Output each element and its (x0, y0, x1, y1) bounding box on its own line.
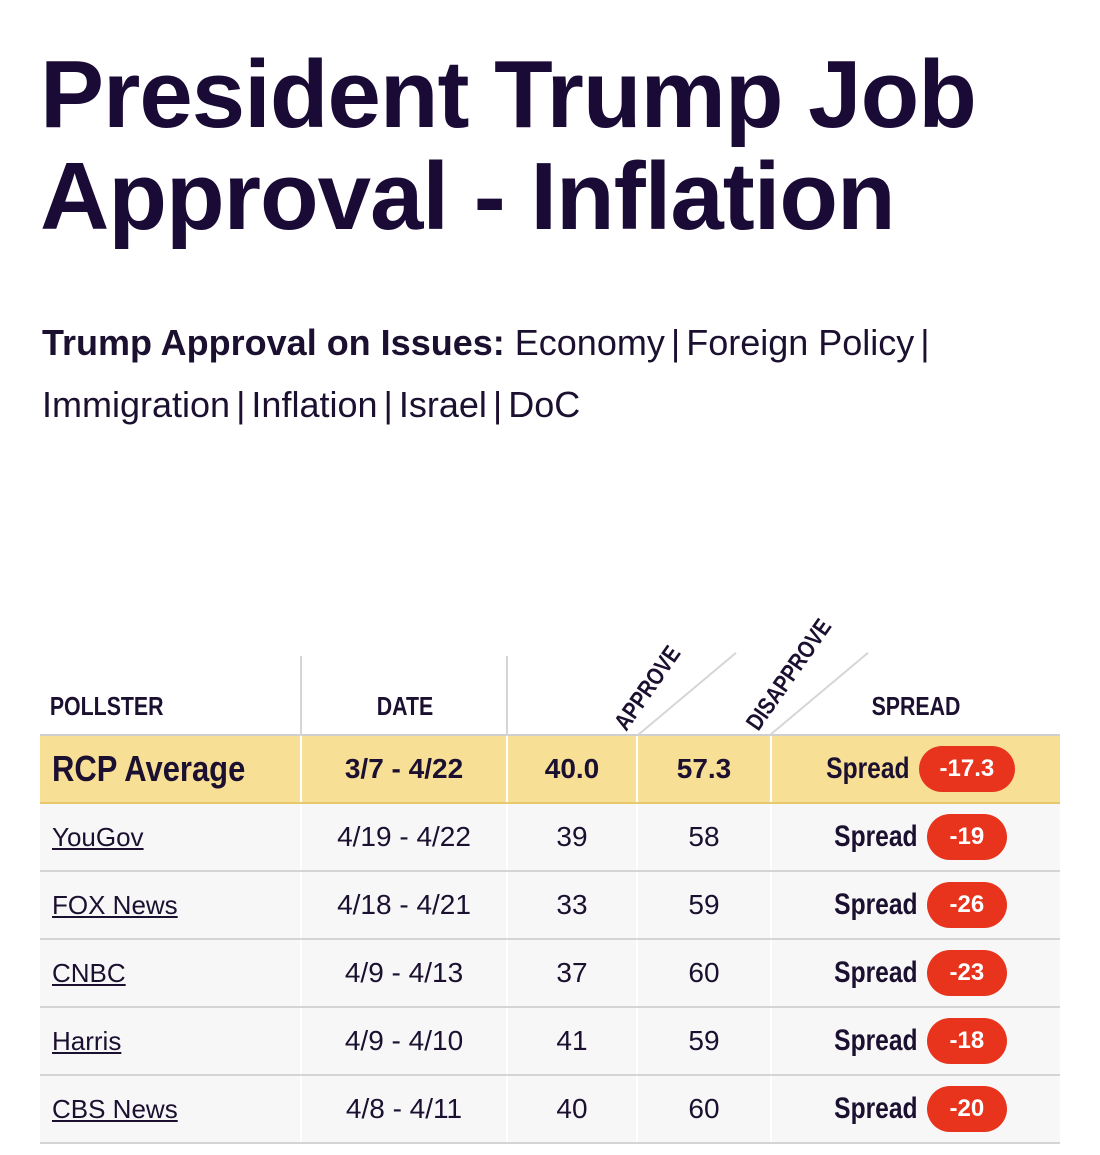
table-row: CBS News 4/8 - 4/11 40 60 Spread -20 (40, 1076, 1060, 1144)
spread-cell: Spread -19 (772, 804, 1060, 870)
spread-label: Spread (834, 956, 918, 989)
table-row: YouGov 4/19 - 4/22 39 58 Spread -19 (40, 804, 1060, 872)
disapprove-cell: 58 (638, 804, 772, 870)
pollster-link[interactable]: FOX News (52, 889, 178, 920)
approve-cell: 37 (508, 940, 638, 1006)
spread-label: Spread (834, 888, 918, 921)
issue-link-foreign-policy[interactable]: Foreign Policy (686, 322, 915, 363)
issue-link-doc[interactable]: DoC (508, 384, 581, 425)
spread-label: Spread (834, 820, 918, 853)
page-title: President Trump Job Approval - Inflation (40, 41, 977, 250)
pollster-link[interactable]: YouGov (52, 821, 144, 852)
header-spread: SPREAD (871, 691, 961, 721)
date-cell: 4/19 - 4/22 (302, 804, 508, 870)
issue-link-israel[interactable]: Israel (398, 384, 487, 425)
spread-badge: -17.3 (918, 746, 1015, 792)
approve-cell: 41 (508, 1008, 638, 1074)
header-pollster: POLLSTER (49, 691, 164, 721)
separator: | (383, 384, 393, 425)
header-date-cell: DATE (302, 600, 508, 736)
spread-badge: -26 (926, 882, 1007, 928)
pollster-cell: FOX News (40, 872, 302, 938)
spread-label: Spread (826, 752, 910, 785)
poll-table: POLLSTER DATE SPREAD APPROVE DISAPPROVE … (40, 600, 1060, 1155)
issues-nav: Trump Approval on Issues: Economy | Foreig… (42, 312, 1082, 436)
spread-label: Spread (834, 1024, 918, 1057)
table-header: POLLSTER DATE SPREAD APPROVE DISAPPROVE (40, 600, 1060, 736)
separator: | (670, 322, 681, 363)
date-cell: 4/9 - 4/13 (302, 940, 508, 1006)
approve-cell: 40 (508, 1076, 638, 1142)
average-row: RCP Average 3/7 - 4/22 40.0 57.3 Spread … (40, 736, 1060, 804)
pollster-cell: Harris (40, 1008, 302, 1074)
date-cell: 4/8 - 4/11 (302, 1076, 508, 1142)
average-pollster-cell: RCP Average (40, 736, 302, 802)
average-approve: 40.0 (508, 736, 638, 802)
spread-badge: -23 (926, 950, 1007, 996)
approve-cell: 39 (508, 804, 638, 870)
issue-link-immigration[interactable]: Immigration (42, 384, 231, 425)
header-date: DATE (376, 691, 434, 721)
disapprove-cell: 59 (638, 872, 772, 938)
issue-link-economy[interactable]: Economy (514, 322, 665, 363)
header-approve: APPROVE (609, 641, 687, 736)
spread-label: Spread (834, 1092, 918, 1125)
table-row: FOX News 4/18 - 4/21 33 59 Spread -26 (40, 872, 1060, 940)
pollster-cell: CBS News (40, 1076, 302, 1142)
average-disapprove: 57.3 (638, 736, 772, 802)
spread-cell: Spread -26 (772, 872, 1060, 938)
spread-badge: -18 (926, 1018, 1007, 1064)
issues-lead: Trump Approval on Issues: (42, 322, 505, 363)
disapprove-cell: 60 (638, 1076, 772, 1142)
header-spread-cell: SPREAD (772, 600, 1060, 736)
separator: | (920, 322, 930, 363)
average-spread-cell: Spread -17.3 (772, 736, 1060, 802)
spread-cell: Spread -18 (772, 1008, 1060, 1074)
average-date: 3/7 - 4/22 (302, 736, 508, 802)
spread-cell: Spread -23 (772, 940, 1060, 1006)
pollster-cell: YouGov (40, 804, 302, 870)
spread-badge: -20 (926, 1086, 1007, 1132)
approve-cell: 33 (508, 872, 638, 938)
table-row: Harris 4/9 - 4/10 41 59 Spread -18 (40, 1008, 1060, 1076)
separator: | (236, 384, 246, 425)
disapprove-cell: 59 (638, 1008, 772, 1074)
date-cell: 4/18 - 4/21 (302, 872, 508, 938)
pollster-cell: CNBC (40, 940, 302, 1006)
disapprove-cell: 60 (638, 940, 772, 1006)
average-pollster: RCP Average (52, 748, 246, 789)
table-row: CNBC 4/9 - 4/13 37 60 Spread -23 (40, 940, 1060, 1008)
pollster-link[interactable]: CBS News (52, 1093, 178, 1124)
header-divider (506, 656, 508, 736)
header-divider (300, 656, 302, 736)
separator: | (492, 384, 503, 425)
spread-cell: Spread -20 (772, 1076, 1060, 1142)
date-cell: 4/9 - 4/10 (302, 1008, 508, 1074)
spread-badge: -19 (926, 814, 1007, 860)
header-pollster-cell: POLLSTER (40, 600, 302, 736)
issue-link-inflation[interactable]: Inflation (251, 384, 378, 425)
pollster-link[interactable]: CNBC (52, 957, 126, 988)
pollster-link[interactable]: Harris (52, 1025, 122, 1056)
